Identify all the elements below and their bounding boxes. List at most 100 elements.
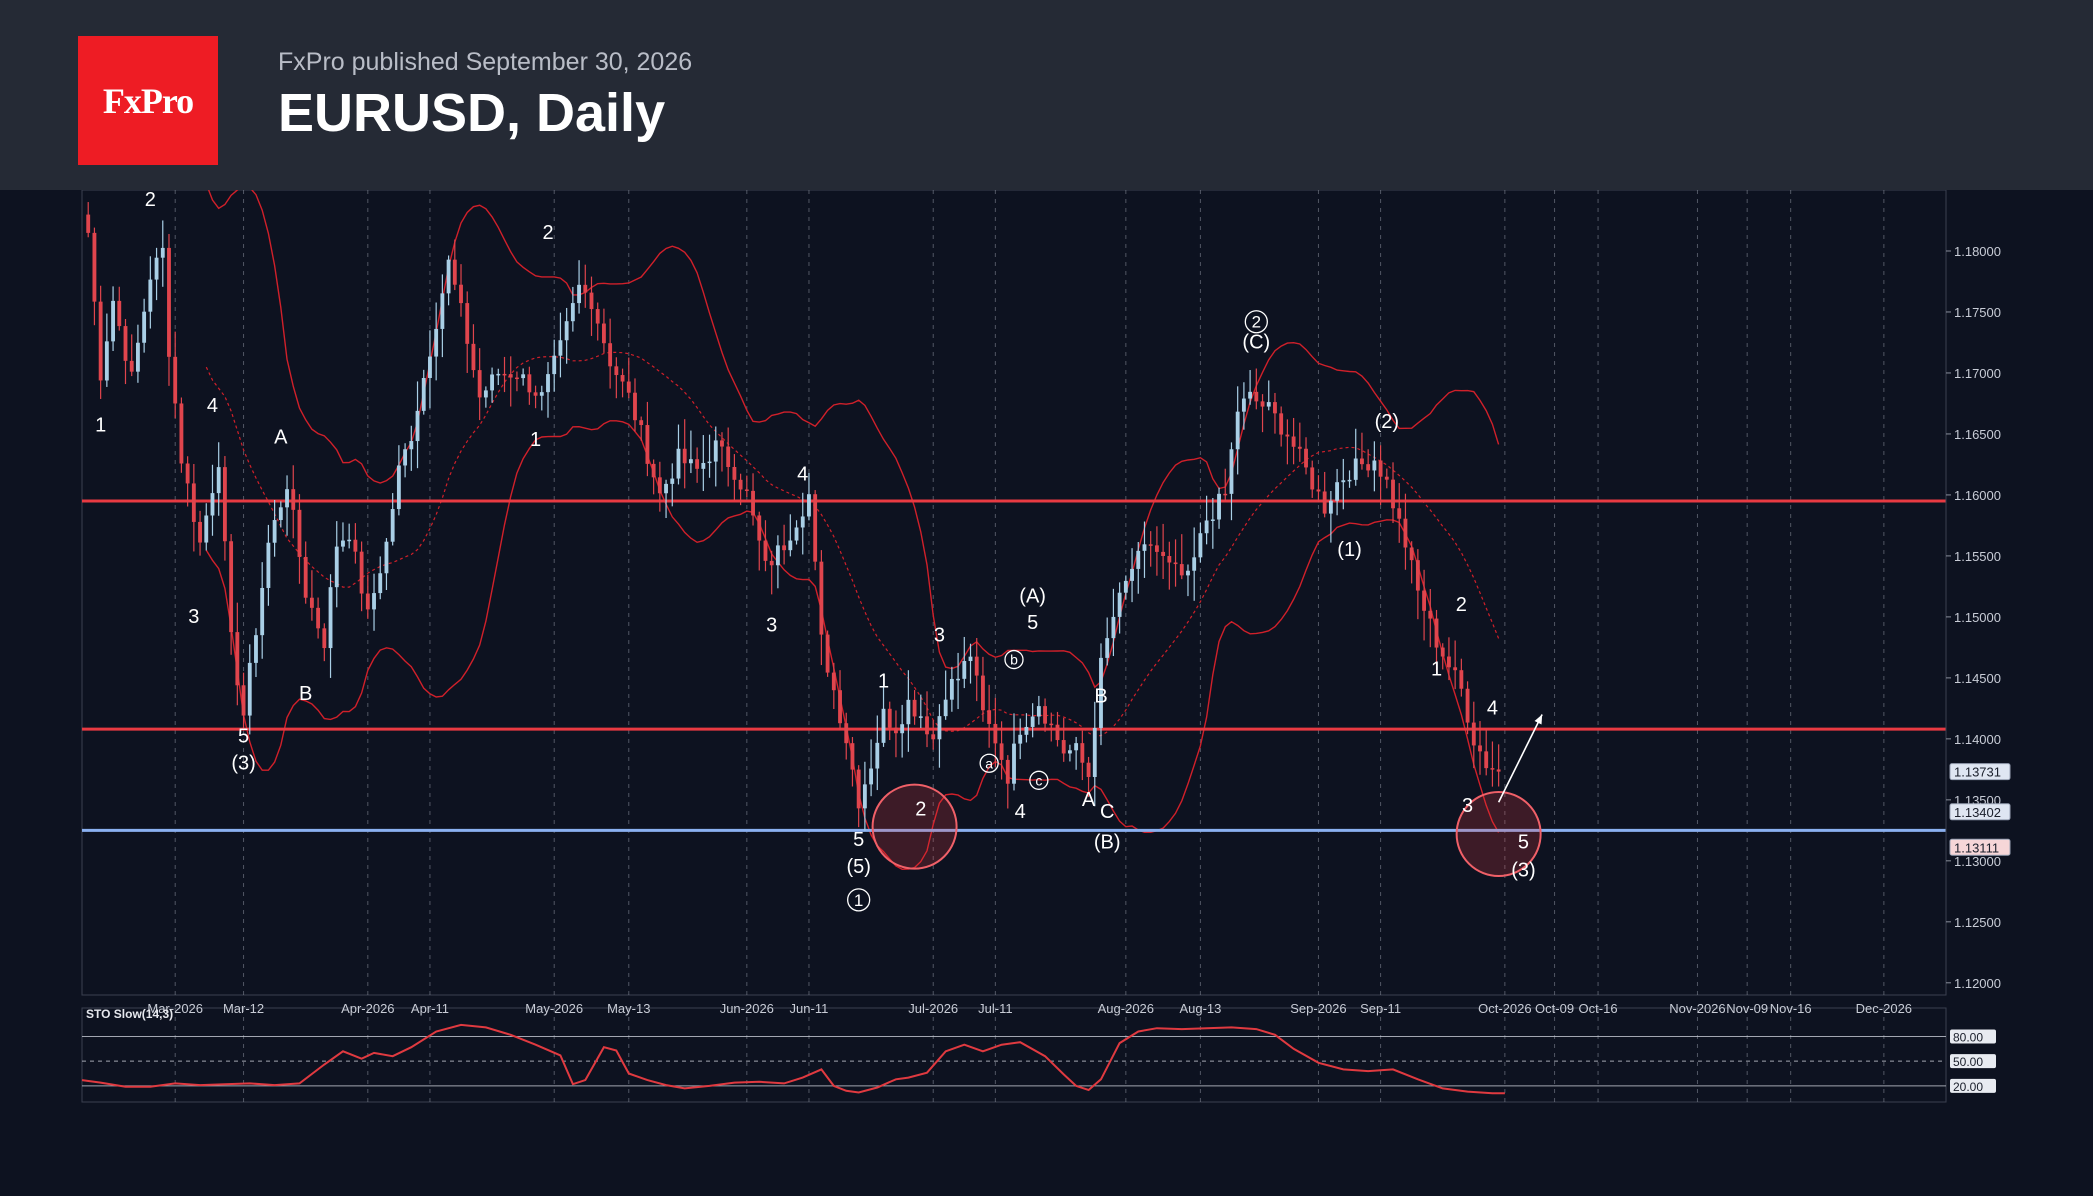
candle-bear	[459, 284, 463, 304]
candle-bear	[1279, 413, 1284, 435]
candle-bull	[1248, 391, 1253, 399]
candle-bear	[999, 743, 1004, 760]
candle-bear	[825, 634, 830, 673]
x-tick-label: May-2026	[525, 1001, 583, 1016]
y-tick-label: 1.16000	[1954, 488, 2001, 503]
candle-bear	[1384, 476, 1389, 480]
candle-bull	[278, 507, 283, 521]
candle-bear	[1403, 518, 1408, 548]
candle-bull	[775, 545, 780, 566]
candle-bear	[191, 483, 196, 522]
candle-bear	[1148, 544, 1153, 546]
candle-bull	[378, 573, 383, 594]
candle-bear	[1049, 723, 1054, 726]
wave-label: 1	[878, 671, 889, 693]
candle-bear	[1285, 434, 1290, 437]
price-tag-label: 1.13111	[1954, 840, 1999, 855]
y-tick-label: 1.17500	[1954, 305, 2001, 320]
candle-bear	[639, 420, 644, 426]
candle-bull	[1353, 458, 1358, 480]
x-tick-label: Jul-11	[978, 1001, 1012, 1016]
candle-bear	[173, 356, 178, 404]
candle-bull	[210, 493, 215, 516]
wave-label: A	[274, 427, 288, 449]
y-tick-label: 1.14500	[1954, 671, 2001, 686]
candle-bear	[123, 326, 128, 361]
candle-bear	[222, 467, 227, 542]
candle-bear	[981, 675, 985, 711]
wave-annotations: 2 1 4 3 5 (3) A B 2 1 4 3 1 2 3 5 (5) (A) 5 4 A B C (B) (C) (2) (1…	[95, 190, 1543, 912]
candle-bull	[1204, 520, 1209, 534]
candle-bear	[831, 672, 836, 691]
x-tick-label: Mar-2026	[147, 1001, 203, 1016]
candle-bear	[819, 561, 824, 635]
candle-bull	[1099, 657, 1103, 728]
candle-bull	[446, 259, 451, 294]
candle-bear	[645, 425, 650, 464]
wave-label: 2	[1456, 594, 1467, 616]
candle-bull	[1036, 706, 1041, 717]
candle-bear	[657, 477, 662, 494]
candle-bull	[142, 311, 147, 343]
candle-bear	[1043, 706, 1047, 724]
candle-bear	[732, 466, 737, 480]
candle-bear	[1397, 508, 1402, 519]
candle-bull	[807, 494, 811, 517]
wave-label: 4	[207, 395, 218, 417]
candle-bear	[595, 309, 600, 324]
wave-label: (5)	[846, 856, 870, 878]
candle-bull	[1030, 716, 1035, 727]
candle-bull	[104, 341, 109, 381]
x-tick-label: Sep-11	[1360, 1001, 1401, 1016]
candle-bear	[633, 392, 637, 421]
candle-bear	[1422, 590, 1427, 611]
wave-label: 2	[542, 222, 553, 244]
candle-bear	[1496, 769, 1501, 772]
candle-bear	[925, 716, 929, 735]
candle-bear	[993, 723, 998, 744]
candle-bull	[334, 546, 339, 588]
candle-bear	[527, 374, 532, 393]
sto-k-line	[81, 1023, 1505, 1095]
projection-arrow	[1497, 714, 1543, 803]
candle-bull	[1024, 726, 1029, 735]
candle-bear	[1415, 560, 1420, 591]
circled-wave-label: 1	[854, 891, 863, 910]
candle-bull	[1018, 734, 1023, 744]
circled-wave-label: a	[985, 755, 993, 771]
candle-bear	[129, 360, 134, 372]
y-tick-label: 1.16500	[1954, 427, 2001, 442]
candle-bull	[788, 540, 793, 551]
x-tick-label: Apr-11	[411, 1001, 449, 1016]
circled-wave-marker	[1029, 770, 1049, 790]
candle-bull	[943, 699, 948, 717]
x-tick-label: Oct-2026	[1478, 1001, 1531, 1016]
y-tick-label: 1.15500	[1954, 549, 2001, 564]
candle-bull	[272, 520, 277, 543]
wave-label: 5	[238, 726, 249, 748]
candle-bear	[1409, 547, 1414, 561]
wave-label: 2	[145, 190, 156, 211]
circled-wave-label: b	[1010, 652, 1018, 668]
candle-bull	[713, 440, 718, 462]
candle-bear	[92, 232, 97, 302]
candle-bear	[782, 545, 787, 551]
candle-bull	[1067, 750, 1072, 754]
candle-bear	[1080, 743, 1085, 763]
candle-bull	[676, 448, 681, 479]
candle-bear	[769, 560, 774, 566]
candle-bull	[670, 478, 675, 484]
candle-bear	[620, 375, 625, 382]
candle-bull	[707, 461, 712, 464]
highlight-circle	[871, 783, 958, 870]
sto-level-label: 20.00	[1953, 1080, 1983, 1094]
candle-bear	[813, 494, 818, 562]
candle-bear	[1428, 610, 1433, 619]
candle-bull	[440, 293, 445, 329]
y-tick-label: 1.13000	[1954, 854, 2001, 869]
price-tag	[1949, 838, 2011, 856]
published-date: FxPro published September 30, 2026	[278, 48, 693, 76]
candle-bull	[1328, 500, 1333, 514]
candle-bull	[1092, 727, 1097, 777]
candle-bear	[515, 377, 519, 380]
